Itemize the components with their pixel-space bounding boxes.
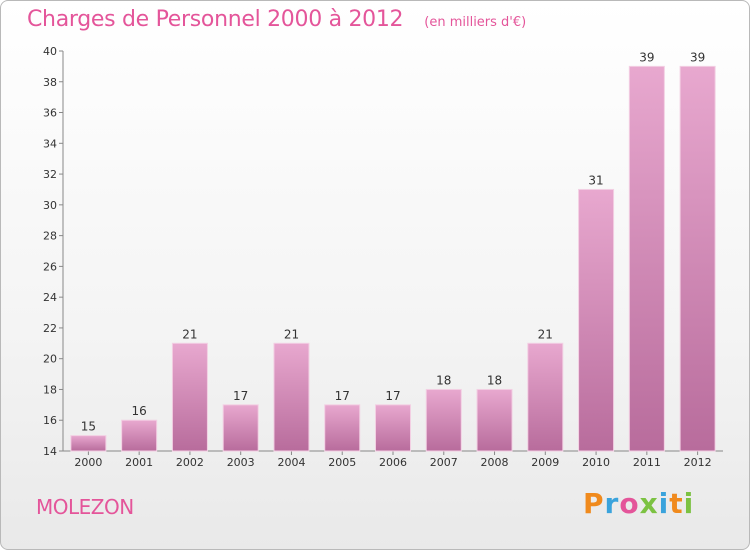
x-tick-label-2007: 2007	[430, 456, 458, 469]
value-label-2002: 21	[182, 327, 197, 341]
bar-2004	[273, 342, 310, 452]
value-label-2012: 39	[690, 50, 705, 64]
x-tick-label-2012: 2012	[684, 456, 712, 469]
bar-2006	[375, 404, 411, 452]
logo-letter: t	[669, 487, 684, 520]
x-tick-label-2004: 2004	[277, 456, 305, 469]
y-tick-label: 20	[43, 353, 57, 366]
y-tick-label: 36	[43, 107, 57, 120]
logo-letter: i	[683, 487, 695, 520]
y-tick-label: 34	[43, 137, 57, 150]
x-tick-label-2002: 2002	[176, 456, 204, 469]
value-label-2009: 21	[538, 327, 553, 341]
value-label-2005: 17	[335, 389, 350, 403]
value-label-2010: 31	[588, 173, 603, 187]
bar-2001	[121, 419, 158, 452]
chart-bars	[70, 65, 716, 452]
value-label-2003: 17	[233, 389, 248, 403]
x-tick-label-2000: 2000	[74, 456, 102, 469]
y-tick-label: 40	[43, 45, 57, 58]
logo-letter: r	[604, 487, 620, 520]
logo-letter: o	[619, 487, 640, 520]
y-tick-label: 16	[43, 414, 57, 427]
bar-2000	[70, 435, 107, 452]
bar-2012	[679, 65, 716, 452]
logo-letter: x	[639, 487, 659, 520]
bar-2002	[171, 342, 208, 452]
x-tick-label-2003: 2003	[227, 456, 255, 469]
bar-2010	[578, 188, 615, 452]
x-tick-label-2006: 2006	[379, 456, 407, 469]
x-tick-label-2008: 2008	[481, 456, 509, 469]
value-label-2007: 18	[436, 373, 451, 387]
x-tick-label-2011: 2011	[633, 456, 661, 469]
value-label-2004: 21	[284, 327, 299, 341]
value-label-2001: 16	[132, 404, 147, 418]
chart-title: Charges de Personnel 2000 à 2012 (en mil…	[27, 7, 526, 32]
proxiti-logo: Proxiti	[583, 487, 694, 520]
bar-2003	[222, 404, 259, 452]
y-tick-label: 14	[43, 445, 57, 458]
value-label-2008: 18	[487, 373, 502, 387]
x-tick-label-2010: 2010	[582, 456, 610, 469]
y-tick-label: 22	[43, 322, 57, 335]
x-tick-label-2009: 2009	[531, 456, 559, 469]
bar-2007	[425, 388, 462, 452]
value-label-2006: 17	[385, 389, 400, 403]
bar-2008	[476, 388, 513, 452]
y-tick-label: 32	[43, 168, 57, 181]
x-tick-label-2005: 2005	[328, 456, 356, 469]
value-label-2011: 39	[639, 50, 654, 64]
y-tick-label: 38	[43, 76, 57, 89]
logo-letter: i	[658, 487, 670, 520]
x-tick-label-2001: 2001	[125, 456, 153, 469]
chart-value-labels: 15 16 21 17 21 17 17 18 18 21 31 39 39	[81, 50, 706, 433]
bar-2011	[628, 65, 665, 452]
chart-title-text: Charges de Personnel 2000 à 2012	[27, 7, 404, 32]
commune-name: MOLEZON	[36, 495, 134, 519]
chart-axes: 14 16 18 20 22 24 26 28 30 32 34 36 38 40 2000 2001 2002…	[43, 45, 723, 469]
y-tick-label: 30	[43, 199, 57, 212]
y-tick-label: 18	[43, 383, 57, 396]
value-label-2000: 15	[81, 420, 96, 434]
y-tick-label: 28	[43, 230, 57, 243]
bar-2005	[324, 404, 361, 452]
logo-letter: P	[583, 487, 605, 520]
y-tick-label: 26	[43, 260, 57, 273]
chart-unit-label: (en milliers d'€)	[424, 15, 527, 30]
y-tick-label: 24	[43, 291, 57, 304]
bar-2009	[527, 342, 564, 452]
